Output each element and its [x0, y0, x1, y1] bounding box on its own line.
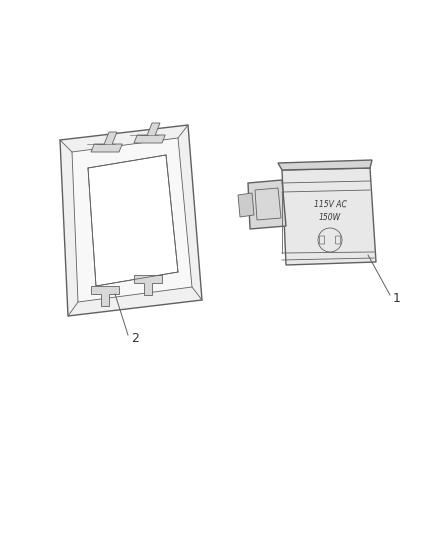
Polygon shape [282, 168, 376, 265]
Text: 1: 1 [393, 292, 401, 304]
Polygon shape [134, 123, 165, 143]
Polygon shape [278, 160, 372, 170]
Text: 115V AC: 115V AC [314, 200, 346, 209]
Polygon shape [238, 193, 254, 217]
Text: 2: 2 [131, 332, 139, 344]
Polygon shape [248, 180, 286, 229]
Polygon shape [60, 125, 202, 316]
Polygon shape [91, 132, 122, 152]
Text: 150W: 150W [319, 213, 341, 223]
Polygon shape [72, 138, 192, 302]
Polygon shape [88, 155, 178, 286]
Polygon shape [134, 275, 162, 295]
Polygon shape [91, 286, 119, 306]
